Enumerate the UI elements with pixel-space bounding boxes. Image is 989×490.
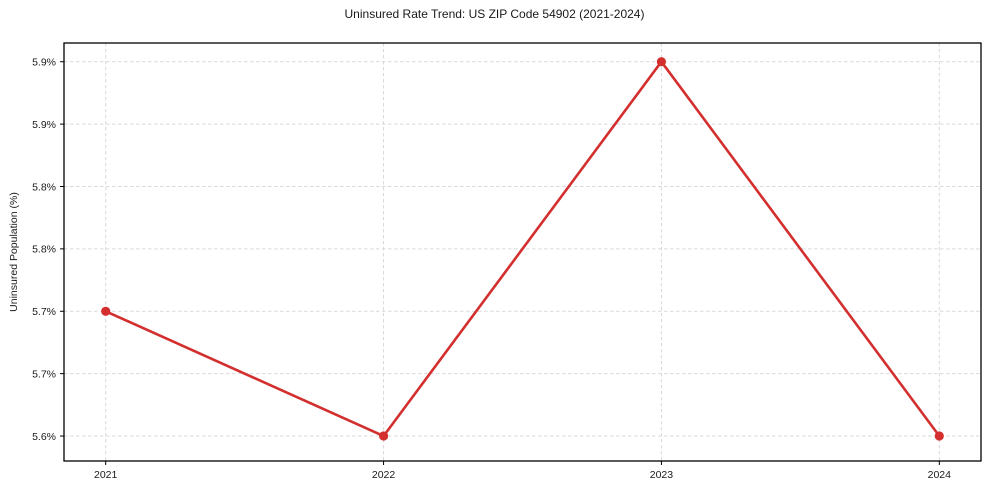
chart-title: Uninsured Rate Trend: US ZIP Code 54902 … bbox=[344, 7, 645, 21]
data-point-2023 bbox=[656, 57, 667, 67]
y-tick-label: 5.6% bbox=[32, 431, 56, 443]
x-tick-label: 2022 bbox=[372, 469, 396, 481]
trend-line bbox=[104, 60, 941, 438]
y-tick-label: 5.9% bbox=[32, 119, 56, 131]
axes-frame bbox=[63, 42, 982, 462]
y-tick-label: 5.8% bbox=[32, 244, 56, 256]
data-point-2021 bbox=[101, 306, 111, 316]
x-tick-label: 2021 bbox=[94, 469, 118, 481]
y-tick-label: 5.7% bbox=[32, 306, 56, 318]
y-tick-label: 5.7% bbox=[32, 368, 56, 380]
data-point-2022 bbox=[379, 431, 389, 441]
x-tick-label: 2024 bbox=[928, 469, 952, 481]
x-tick-label: 2023 bbox=[650, 469, 674, 481]
y-tick-label: 5.8% bbox=[32, 181, 56, 193]
data-point-2024 bbox=[934, 431, 944, 441]
y-tick-label: 5.9% bbox=[32, 57, 56, 69]
